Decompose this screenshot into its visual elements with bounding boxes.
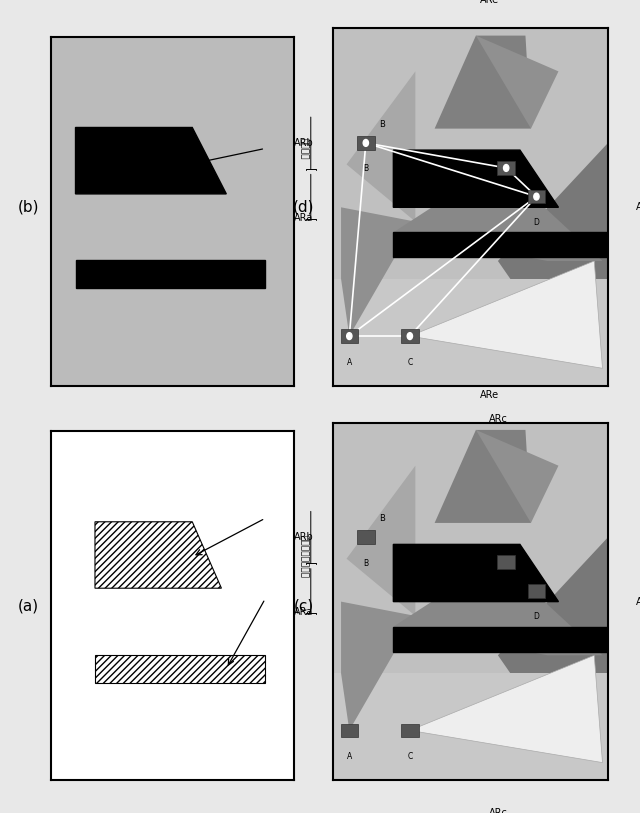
Bar: [333, 673, 608, 780]
Polygon shape: [410, 655, 602, 763]
Polygon shape: [394, 545, 559, 602]
Bar: [497, 555, 515, 569]
Bar: [527, 584, 545, 598]
Text: C: C: [407, 752, 413, 761]
Polygon shape: [435, 36, 531, 128]
Text: ARd: ARd: [636, 202, 640, 212]
Text: ARc: ARc: [488, 808, 508, 813]
Polygon shape: [341, 207, 415, 336]
Text: ARe: ARe: [480, 389, 499, 400]
Text: ARa: ARa: [294, 213, 314, 223]
Polygon shape: [347, 72, 415, 222]
Polygon shape: [476, 36, 559, 128]
Bar: [357, 530, 374, 544]
Text: 監視領域: 監視領域: [300, 137, 308, 159]
Polygon shape: [394, 627, 608, 652]
Text: B: B: [364, 164, 369, 173]
Polygon shape: [95, 654, 265, 683]
Bar: [357, 136, 374, 150]
Text: 障害物（壁など）: 障害物（壁など）: [300, 535, 308, 578]
Polygon shape: [341, 602, 415, 730]
Polygon shape: [394, 164, 602, 261]
Bar: [401, 724, 419, 737]
Bar: [497, 161, 515, 175]
Text: A: A: [347, 752, 352, 761]
Text: B: B: [380, 120, 385, 128]
Text: (a): (a): [18, 598, 40, 613]
Polygon shape: [498, 537, 608, 727]
Text: ARb: ARb: [294, 533, 314, 542]
Circle shape: [534, 193, 539, 200]
Polygon shape: [476, 430, 559, 523]
Polygon shape: [410, 261, 602, 368]
Circle shape: [363, 140, 369, 146]
Text: D: D: [534, 218, 540, 227]
Text: A: A: [347, 358, 352, 367]
Text: (b): (b): [18, 200, 40, 215]
Bar: [527, 189, 545, 203]
Polygon shape: [95, 522, 221, 589]
Circle shape: [504, 164, 509, 172]
Circle shape: [407, 333, 413, 340]
Text: C: C: [407, 358, 413, 367]
Polygon shape: [76, 260, 265, 289]
Text: D: D: [534, 612, 540, 621]
Text: ARd: ARd: [636, 597, 640, 606]
Text: (c): (c): [294, 598, 314, 613]
Polygon shape: [394, 559, 602, 655]
Text: B: B: [380, 514, 385, 523]
Text: ARa: ARa: [294, 607, 314, 617]
Text: ARb: ARb: [294, 138, 314, 148]
Polygon shape: [435, 430, 531, 523]
Polygon shape: [498, 143, 608, 333]
Text: (d): (d): [293, 200, 315, 215]
Text: ARc: ARc: [488, 414, 508, 424]
Bar: [401, 329, 419, 343]
Polygon shape: [76, 128, 227, 193]
Bar: [340, 724, 358, 737]
Bar: [340, 329, 358, 343]
Text: ARe: ARe: [480, 0, 499, 6]
Text: E: E: [504, 584, 509, 593]
Circle shape: [347, 333, 352, 340]
Polygon shape: [394, 150, 559, 207]
Text: B: B: [364, 559, 369, 567]
Polygon shape: [394, 233, 608, 258]
Bar: [333, 279, 608, 386]
Polygon shape: [347, 466, 415, 616]
Text: E: E: [504, 189, 509, 198]
